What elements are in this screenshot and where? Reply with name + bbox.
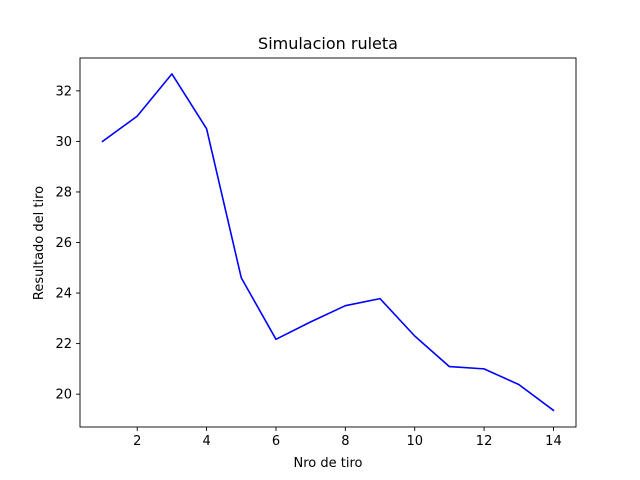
- x-tick-label: 12: [476, 434, 493, 449]
- series-line-0: [101, 73, 555, 412]
- x-axis-label: Nro de tiro: [294, 456, 363, 471]
- y-tick-label: 20: [55, 388, 72, 403]
- y-tick-label: 22: [55, 337, 72, 352]
- x-tick-label: 14: [545, 434, 562, 449]
- x-tick-label: 10: [406, 434, 423, 449]
- y-tick-label: 24: [55, 287, 72, 302]
- x-tick-label: 8: [341, 434, 349, 449]
- chart-title: Simulacion ruleta: [258, 34, 398, 53]
- x-tick-label: 4: [202, 434, 210, 449]
- y-tick-label: 32: [55, 84, 72, 99]
- y-tick-label: 28: [55, 185, 72, 200]
- x-tick-label: 6: [272, 434, 280, 449]
- x-tick-label: 2: [133, 434, 141, 449]
- y-tick-label: 26: [55, 236, 72, 251]
- y-tick-label: 30: [55, 135, 72, 150]
- y-axis-label: Resultado del tiro: [32, 186, 47, 300]
